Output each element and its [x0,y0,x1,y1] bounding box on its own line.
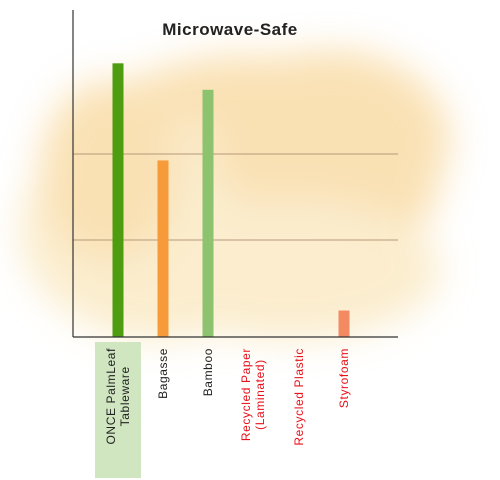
axes [72,10,398,338]
category-labels: ONCE PalmLeaf Tableware Bagasse Bamboo Recyc… [104,348,351,446]
highlight-layer [95,342,141,478]
watercolor-blob [40,80,180,260]
category-label: ONCE PalmLeaf [104,348,118,445]
chart-title: Microwave-Safe [162,20,298,39]
category-label: Styrofoam [337,348,351,408]
category-label: (Laminated) [253,359,267,430]
category-label: Recycled Plastic [292,348,306,446]
bars [112,63,350,338]
category-label: Bamboo [201,348,215,396]
watercolor-blob [140,200,440,340]
bar-once-palmleaf-tableware [112,63,124,338]
bar-bagasse [157,160,169,337]
category-label: Bagasse [156,348,170,399]
bar-bamboo [202,89,214,337]
watercolor-background [20,50,450,340]
bar-styrofoam [338,310,350,337]
category-label: Recycled Paper [239,348,253,441]
watercolor-blob [210,50,450,230]
category-label: Tableware [118,366,132,426]
gridlines [73,153,398,241]
highlight-box [95,342,141,478]
